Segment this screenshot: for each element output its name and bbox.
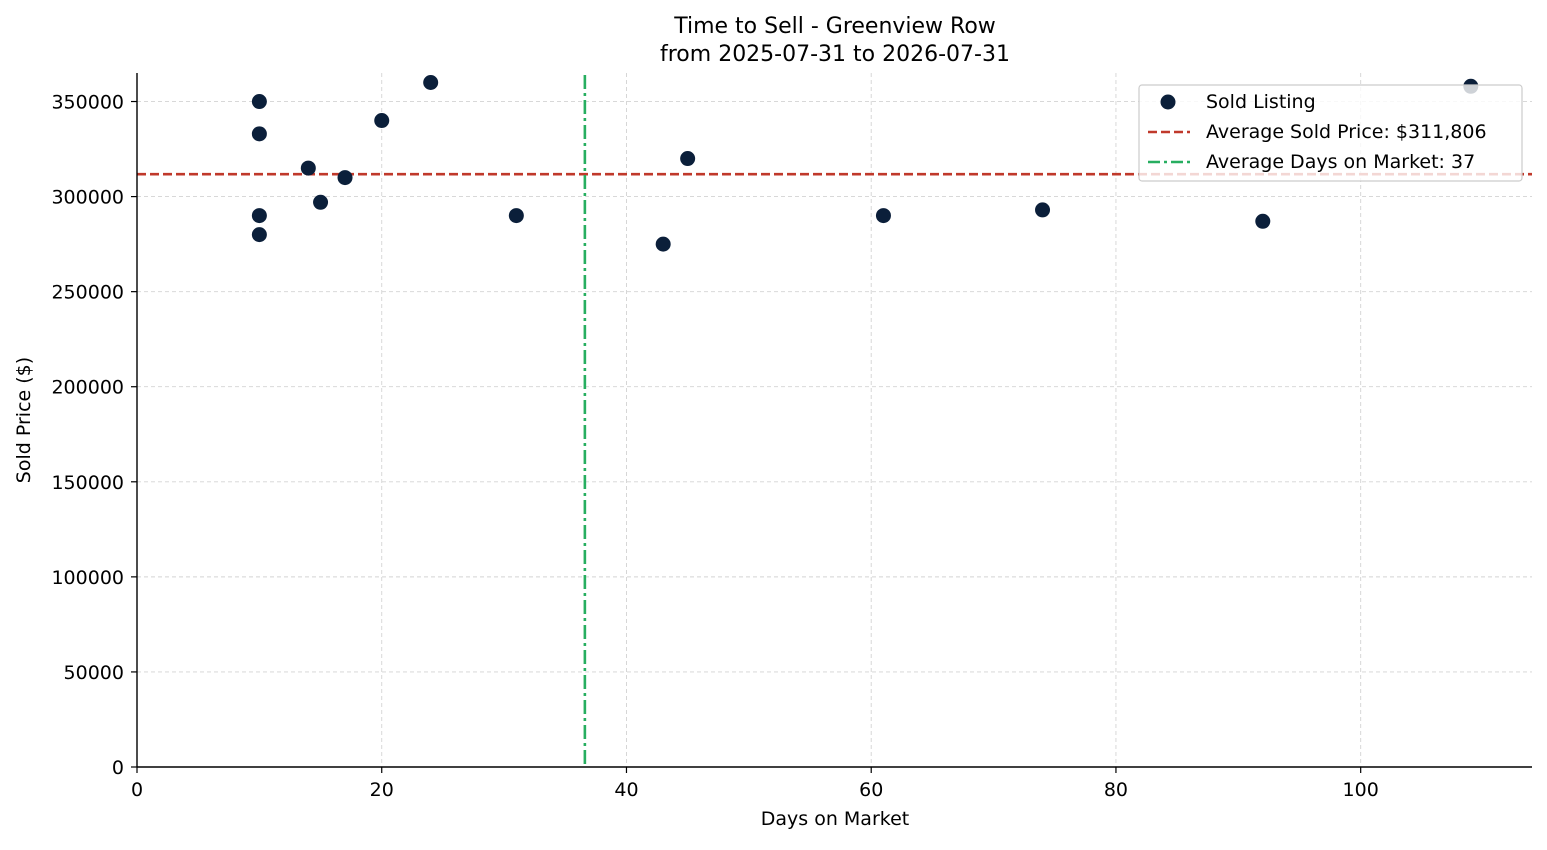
y-tick-label: 250000 xyxy=(51,282,124,304)
x-tick-label: 0 xyxy=(131,779,143,801)
grid-layer xyxy=(137,73,1532,767)
data-point xyxy=(251,227,267,243)
data-point xyxy=(337,170,353,186)
y-tick-label: 100000 xyxy=(51,567,124,589)
x-tick-label: 100 xyxy=(1343,779,1379,801)
data-point xyxy=(875,208,891,224)
chart-title: Time to Sell - Greenview Row xyxy=(673,14,996,39)
x-tick-label: 20 xyxy=(370,779,394,801)
x-tick-label: 40 xyxy=(614,779,638,801)
data-point xyxy=(300,160,316,176)
y-tick-label: 350000 xyxy=(51,92,124,114)
legend-label-avg-price: Average Sold Price: $311,806 xyxy=(1206,121,1487,143)
y-tick-label: 0 xyxy=(112,757,124,779)
y-tick-label: 300000 xyxy=(51,187,124,209)
y-tick-label: 200000 xyxy=(51,377,124,399)
data-point xyxy=(251,94,267,110)
x-tick-label: 80 xyxy=(1104,779,1128,801)
data-point xyxy=(680,151,696,167)
x-axis-label: Days on Market xyxy=(761,808,909,830)
data-point xyxy=(508,208,524,224)
legend-marker-sold-listing xyxy=(1160,94,1176,110)
data-point xyxy=(313,194,329,210)
ticks-layer: 0 20 40 60 80 100 0 50000 100000 150000 200000 2500… xyxy=(51,92,1378,801)
legend-label-sold-listing: Sold Listing xyxy=(1206,91,1316,113)
data-point xyxy=(251,208,267,224)
data-point xyxy=(655,236,671,252)
data-point xyxy=(251,126,267,142)
legend-box xyxy=(1138,84,1523,182)
data-point xyxy=(423,75,439,91)
data-point xyxy=(1035,202,1051,218)
chart-subtitle: from 2025-07-31 to 2026-07-31 xyxy=(660,42,1010,67)
y-axis-label: Sold Price ($) xyxy=(13,357,35,483)
legend-label-avg-days: Average Days on Market: 37 xyxy=(1206,151,1475,173)
data-point xyxy=(1255,213,1271,229)
y-tick-label: 150000 xyxy=(51,472,124,494)
x-tick-label: 60 xyxy=(859,779,883,801)
y-tick-label: 50000 xyxy=(64,662,124,684)
axes-layer xyxy=(136,73,1532,768)
data-point xyxy=(374,113,390,129)
points-layer xyxy=(251,75,1479,252)
legend: Sold Listing Average Sold Price: $311,80… xyxy=(1138,84,1523,182)
